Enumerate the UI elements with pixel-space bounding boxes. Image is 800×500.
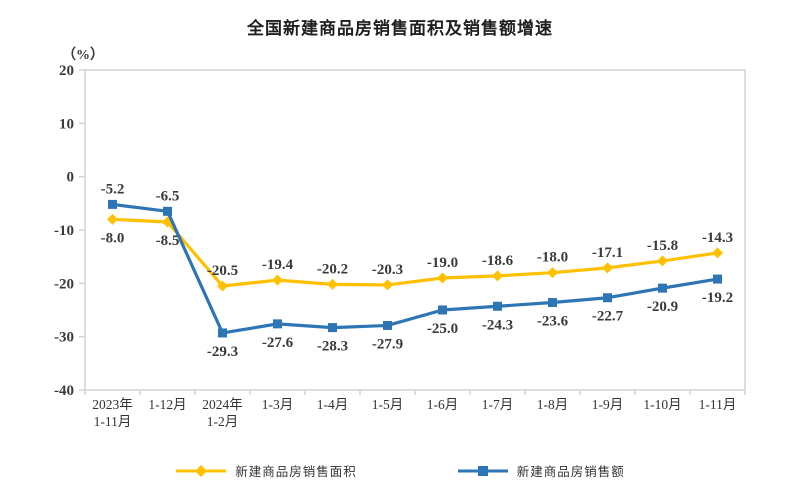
- data-point-label: -15.8: [647, 238, 678, 254]
- data-point-marker: [602, 262, 613, 274]
- x-axis-label: 1-3月: [262, 397, 294, 412]
- data-point-marker: [548, 298, 557, 308]
- data-point-marker: [272, 274, 283, 286]
- legend-label-sales-amount: 新建商品房销售额: [516, 465, 625, 479]
- plot-border: [84, 69, 746, 391]
- chart-title: 全国新建商品房销售面积及销售额增速: [247, 19, 553, 38]
- data-point-marker: [328, 323, 337, 333]
- data-point-marker: [603, 293, 612, 303]
- x-axis-label: 1-9月: [592, 397, 624, 412]
- data-point-marker: [437, 272, 448, 284]
- x-axis-label: 2024年: [202, 397, 243, 412]
- data-point-label: -19.2: [702, 290, 733, 306]
- y-tick-label: 10: [59, 116, 74, 132]
- data-point-marker: [547, 267, 558, 279]
- data-point-label: -23.6: [537, 314, 569, 330]
- x-axis-label: 1-4月: [317, 397, 349, 412]
- data-point-marker: [657, 255, 668, 267]
- data-point-marker: [493, 301, 502, 311]
- data-point-marker: [492, 270, 503, 282]
- data-point-label: -6.5: [156, 188, 180, 204]
- x-axis-label: 1-5月: [372, 397, 404, 412]
- legend-label-sales-area: 新建商品房销售面积: [235, 465, 357, 479]
- y-tick-label: -40: [54, 383, 74, 399]
- data-point-marker: [273, 319, 282, 329]
- legend-item-sales-area: 新建商品房销售面积: [175, 461, 357, 480]
- data-point-label: -19.0: [427, 255, 458, 271]
- data-point-label: -24.3: [482, 317, 513, 333]
- data-point-label: -18.6: [482, 253, 514, 269]
- data-point-marker: [327, 278, 338, 290]
- x-axis-label: 1-6月: [427, 397, 459, 412]
- data-point-label: -18.0: [537, 250, 568, 266]
- y-tick-label: 0: [67, 170, 75, 186]
- data-point-marker: [713, 274, 722, 284]
- data-point-marker: [438, 305, 447, 315]
- data-point-label: -20.5: [207, 263, 238, 279]
- data-point-marker: [383, 320, 392, 330]
- data-point-marker: [217, 280, 228, 292]
- data-point-label: -8.5: [156, 233, 180, 249]
- y-tick-label: -30: [54, 330, 74, 346]
- legend-item-sales-amount: 新建商品房销售额: [457, 461, 625, 480]
- data-point-marker: [712, 247, 723, 259]
- y-axis-unit-label: （%）: [62, 48, 104, 63]
- data-point-marker: [107, 213, 118, 225]
- data-point-label: -14.3: [702, 230, 733, 246]
- data-point-label: -17.1: [592, 245, 623, 261]
- data-point-marker: [658, 283, 667, 293]
- x-axis-label: 1-11月: [699, 397, 737, 412]
- square-marker-icon: [457, 465, 508, 476]
- data-point-label: -25.0: [427, 321, 458, 337]
- data-point-label: -20.3: [372, 262, 403, 278]
- data-point-label: -28.3: [317, 339, 348, 355]
- x-axis-label: 2023年: [92, 397, 133, 412]
- data-point-label: -5.2: [101, 181, 125, 197]
- data-point-label: -8.0: [101, 230, 125, 246]
- data-point-marker: [163, 206, 172, 216]
- series-line-0: [110, 217, 720, 288]
- diamond-marker-icon: [176, 464, 227, 477]
- data-point-label: -20.2: [317, 261, 348, 277]
- data-point-marker: [108, 199, 117, 209]
- x-axis-label: 1-12月: [148, 397, 186, 412]
- x-axis-label: 1-7月: [482, 397, 514, 412]
- data-point-label: -27.6: [262, 335, 294, 351]
- chart-legend: 新建商品房销售面积 新建商品房销售额: [0, 461, 800, 480]
- y-tick-label: 20: [59, 63, 74, 79]
- series-line-1: [110, 202, 720, 335]
- x-axis-label: 1-10月: [643, 397, 681, 412]
- data-point-label: -22.7: [592, 309, 624, 325]
- x-axis-label: 1-11月: [94, 414, 132, 429]
- data-point-marker: [382, 279, 393, 291]
- y-tick-label: -20: [54, 276, 74, 292]
- data-point-label: -19.4: [262, 257, 294, 273]
- y-tick-label: -10: [54, 223, 74, 239]
- data-point-label: -29.3: [207, 344, 238, 360]
- data-point-label: -27.9: [372, 336, 403, 352]
- x-axis-label: 1-8月: [537, 397, 569, 412]
- data-point-marker: [218, 328, 227, 338]
- data-point-label: -20.9: [647, 299, 678, 315]
- x-axis-label: 1-2月: [207, 414, 239, 429]
